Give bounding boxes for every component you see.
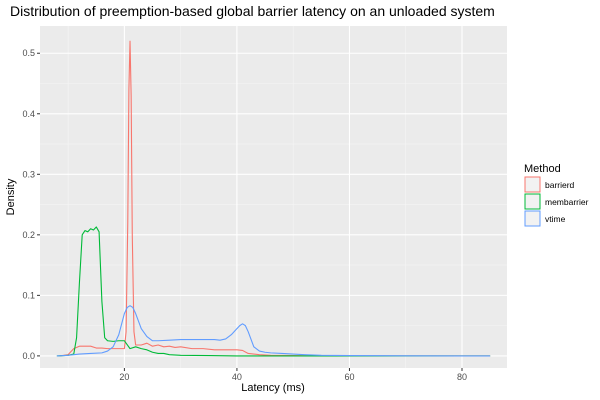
- x-axis-title: Latency (ms): [241, 382, 305, 394]
- legend-items: barrierd membarrier vtime: [524, 176, 589, 227]
- legend-key-barrierd: [524, 176, 541, 193]
- legend-label-barrierd: barrierd: [545, 180, 575, 190]
- series-line-vtime: [56, 305, 491, 357]
- y-tick-label: 0.3: [22, 169, 35, 179]
- x-tick-label: 20: [119, 372, 129, 382]
- legend-label-membarrier: membarrier: [545, 197, 589, 207]
- series-line-barrierd: [59, 40, 491, 357]
- y-tick-label: 0.1: [22, 290, 35, 300]
- series-lines: [56, 40, 491, 357]
- plot-panel: [40, 26, 507, 368]
- y-tick-label: 0.0: [22, 351, 35, 361]
- x-tick-label: 60: [344, 372, 354, 382]
- legend-key-vtime: [524, 210, 541, 227]
- x-tick-label: 40: [232, 372, 242, 382]
- chart-title: Distribution of preemption-based global …: [10, 3, 495, 19]
- y-tick-label: 0.4: [22, 109, 35, 119]
- legend-label-vtime: vtime: [545, 214, 566, 224]
- x-axis-ticks: 20 40 60 80: [119, 368, 467, 382]
- x-tick-label: 80: [457, 372, 467, 382]
- y-tick-label: 0.2: [22, 230, 35, 240]
- series-line-membarrier: [56, 226, 491, 357]
- grid-minor: [40, 26, 507, 368]
- legend-title: Method: [524, 163, 561, 175]
- y-axis-ticks: 0.0 0.1 0.2 0.3 0.4 0.5: [22, 48, 40, 361]
- legend-key-membarrier: [524, 193, 541, 210]
- legend: Method barrierd membarrier vtime: [524, 163, 589, 227]
- y-tick-label: 0.5: [22, 48, 35, 58]
- y-axis-title: Density: [5, 178, 17, 215]
